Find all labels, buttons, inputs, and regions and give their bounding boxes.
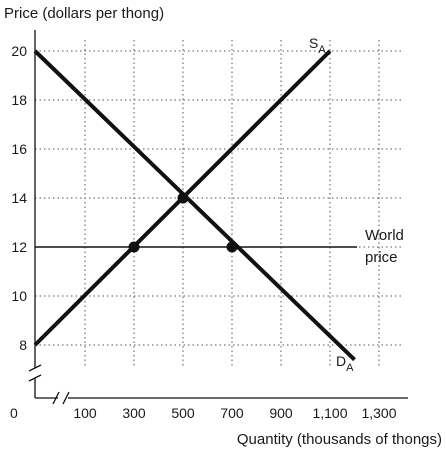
demand-curve	[33, 49, 356, 362]
axes	[28, 30, 408, 405]
y-tick-labels: 20 18 16 14 12 10 8	[11, 43, 27, 353]
supply-label-subscript: A	[318, 44, 326, 56]
x-tick-label: 900	[269, 405, 293, 421]
x-tick-labels: 100 300 500 700 900 1,100 1,300	[73, 405, 396, 421]
curve-labels: SA DA World price	[309, 35, 404, 374]
y-tick-label: 18	[11, 92, 27, 108]
supply-label: SA	[309, 35, 326, 56]
y-tick-label: 8	[19, 337, 27, 353]
supply-label-name: S	[309, 35, 318, 51]
x-tick-label: 500	[171, 405, 195, 421]
x-tick-label: 300	[122, 405, 146, 421]
x-tick-label: 1,100	[312, 405, 347, 421]
series	[33, 49, 357, 362]
demand-label-subscript: A	[346, 362, 354, 374]
y-tick-label: 16	[11, 141, 27, 157]
demand-label: DA	[336, 353, 354, 374]
x-tick-label: 700	[220, 405, 244, 421]
points	[128, 192, 238, 253]
origin-label: 0	[10, 405, 18, 421]
y-tick-label: 20	[11, 43, 27, 59]
y-tick-label: 10	[11, 288, 27, 304]
data-point	[226, 241, 238, 253]
y-tick-label: 14	[11, 190, 27, 206]
world-price-label-line2: price	[365, 249, 398, 266]
x-axis-title: Quantity (thousands of thongs)	[237, 431, 442, 448]
y-axis-title: Price (dollars per thong)	[4, 5, 164, 22]
data-point	[128, 241, 140, 253]
world-price-label-line1: World	[365, 227, 404, 244]
data-point	[177, 192, 189, 204]
x-axis-break-icon	[52, 391, 70, 405]
grid	[35, 40, 404, 368]
y-tick-label: 12	[11, 239, 27, 255]
x-tick-label: 100	[73, 405, 97, 421]
y-axis-break-icon	[28, 364, 42, 382]
demand-label-name: D	[336, 353, 346, 369]
x-tick-label: 1,300	[361, 405, 396, 421]
